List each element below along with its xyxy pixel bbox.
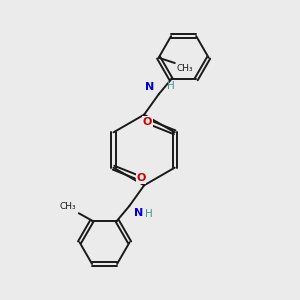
Text: N: N — [145, 82, 154, 92]
Text: H: H — [167, 80, 175, 91]
Text: H: H — [145, 209, 152, 220]
Text: O: O — [142, 117, 152, 127]
Text: CH₃: CH₃ — [176, 64, 193, 74]
Text: CH₃: CH₃ — [60, 202, 76, 211]
Text: N: N — [134, 208, 143, 218]
Text: O: O — [136, 173, 146, 183]
